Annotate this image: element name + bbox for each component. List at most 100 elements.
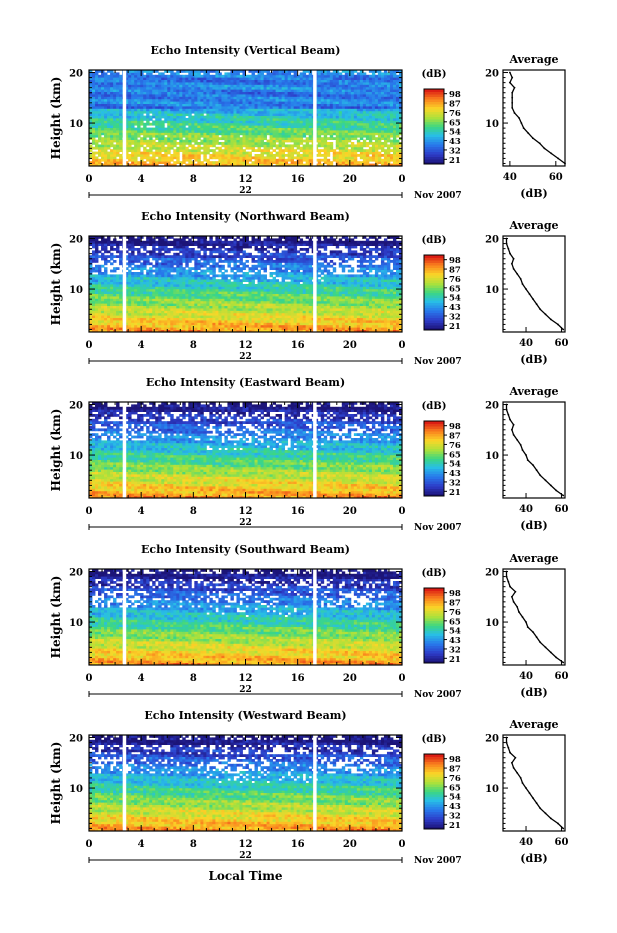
profile-point — [514, 87, 516, 89]
colorbar-tick-label: 98 — [449, 256, 461, 266]
panel-title: Echo Intensity (Vertical Beam) — [150, 44, 340, 57]
profile-x-tick-label: 60 — [554, 338, 568, 349]
heatmap-cells — [89, 402, 402, 498]
colorbar-tick-label: 43 — [449, 303, 461, 313]
profile-y-tick-label: 10 — [485, 618, 499, 629]
profile-x-tick-label: 40 — [519, 504, 533, 515]
profile-point — [520, 278, 522, 280]
profile-point — [514, 112, 516, 114]
profile-point — [513, 424, 515, 426]
profile-point — [516, 273, 518, 275]
profile-y-tick-label: 20 — [485, 734, 499, 745]
colorbar-tick-label: 43 — [449, 636, 461, 646]
panel-3: Echo Intensity (Southward Beam) 10 20 Heigh… — [49, 543, 568, 700]
profile-x-tick-label: 60 — [554, 671, 568, 682]
x-tick-label: 0 — [399, 174, 406, 185]
profile-point — [520, 444, 522, 446]
profile-point — [506, 404, 508, 406]
profile-point — [557, 823, 559, 825]
data-gap-stripe — [123, 236, 127, 332]
profile-y-tick-label: 20 — [485, 401, 499, 412]
colorbar-tick-label: 43 — [449, 469, 461, 479]
x-tick-label: 12 — [239, 340, 253, 351]
profile-point — [516, 772, 518, 774]
profile-point — [557, 158, 559, 160]
x-tick-label: 0 — [399, 839, 406, 850]
colorbar — [424, 89, 444, 165]
panel-title: Echo Intensity (Westward Beam) — [144, 709, 346, 722]
panel-4: Echo Intensity (Westward Beam)1020Height… — [49, 709, 568, 866]
colorbar-tick-label: 65 — [449, 617, 461, 627]
profile-point — [511, 263, 513, 265]
colorbar-tick-label: 65 — [449, 118, 461, 128]
profile-point — [511, 92, 513, 94]
profile-y-tick-label: 10 — [485, 451, 499, 462]
x-tick-label: 16 — [291, 673, 305, 684]
profile-point — [511, 762, 513, 764]
y-tick-label: 20 — [69, 568, 83, 579]
colorbar-tick-label: 98 — [449, 90, 461, 100]
profile-point — [532, 631, 534, 633]
profile-point — [543, 147, 545, 149]
colorbar-tick-label: 54 — [449, 294, 461, 304]
colorbar-tick-label: 32 — [449, 312, 461, 322]
y-axis-label: Height (km) — [49, 742, 63, 825]
profile-point — [509, 72, 511, 74]
profile-point — [532, 797, 534, 799]
profile-point — [545, 313, 547, 315]
profile-point — [550, 152, 552, 154]
profile-point — [509, 253, 511, 255]
profile-point — [532, 298, 534, 300]
panel-2: Echo Intensity (Eastward Beam)1020Height… — [49, 376, 568, 533]
y-tick-label: 20 — [69, 69, 83, 80]
panel-title: Echo Intensity (Southward Beam) — [141, 543, 350, 556]
colorbar-tick-label: 54 — [449, 460, 461, 470]
profile-point — [513, 601, 515, 603]
profile-frame — [503, 569, 565, 665]
x-tick-label: 0 — [86, 673, 93, 684]
colorbar-tick-label: 32 — [449, 811, 461, 821]
profile-point — [532, 137, 534, 139]
profile-point — [545, 812, 547, 814]
profile-x-tick-label: 40 — [503, 172, 517, 183]
x-tick-label: 0 — [86, 340, 93, 351]
profile-point — [555, 657, 557, 659]
profile-point — [518, 117, 520, 119]
y-axis-label: Height (km) — [49, 576, 63, 659]
profile-point — [523, 127, 525, 129]
profile-point — [527, 626, 529, 628]
data-gap-stripe — [313, 236, 317, 332]
colorbar-tick-label: 76 — [449, 774, 461, 784]
x-tick-label: 8 — [190, 340, 197, 351]
heatmap-cells — [89, 569, 402, 665]
profile-x-tick-label: 60 — [549, 172, 563, 183]
colorbar-tick-label: 76 — [449, 441, 461, 451]
profile-x-label: (dB) — [520, 353, 547, 366]
day-label: 22 — [239, 352, 252, 362]
y-tick-label: 20 — [69, 235, 83, 246]
profile-frame — [503, 735, 565, 831]
x-tick-label: 4 — [138, 839, 145, 850]
profile-point — [516, 439, 518, 441]
x-tick-label: 20 — [343, 673, 357, 684]
x-tick-label: 0 — [399, 673, 406, 684]
profile-point — [511, 107, 513, 109]
colorbar — [424, 754, 444, 830]
x-tick-label: 16 — [291, 174, 305, 185]
colorbar-tick-label: 98 — [449, 589, 461, 599]
profile-point — [511, 97, 513, 99]
colorbar-tick-label: 32 — [449, 146, 461, 156]
x-tick-label: 4 — [138, 174, 145, 185]
y-tick-label: 10 — [69, 451, 83, 462]
profile-point — [506, 742, 508, 744]
profile-point — [527, 459, 529, 461]
profile-title: Average — [508, 718, 558, 731]
data-gap-stripe — [123, 569, 127, 665]
profile-point — [536, 802, 538, 804]
y-tick-label: 20 — [69, 734, 83, 745]
colorbar — [424, 588, 444, 664]
x-tick-label: 0 — [399, 506, 406, 517]
colorbar-tick-label: 76 — [449, 109, 461, 119]
profile-point — [539, 142, 541, 144]
